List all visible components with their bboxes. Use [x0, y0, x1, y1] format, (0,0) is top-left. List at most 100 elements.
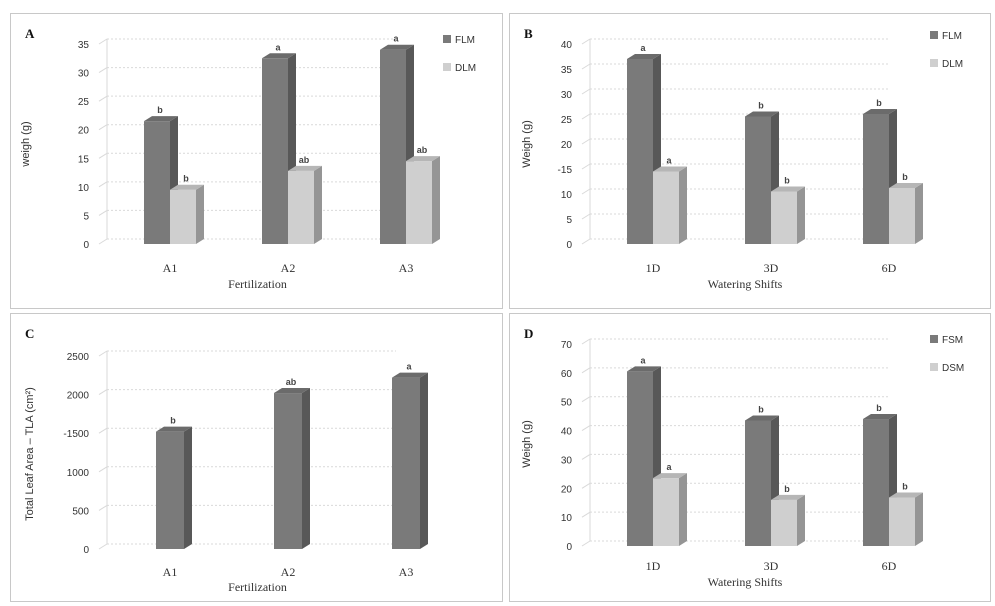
- bar-top: [653, 473, 687, 479]
- bar-top: [889, 492, 923, 498]
- panel-c: C 0 500 1000 -1500 2000 2500 Total Leaf Area – …: [10, 313, 503, 602]
- gridline-slant: [98, 181, 108, 188]
- bar-top: [144, 116, 178, 122]
- bar-side: [797, 494, 805, 546]
- x-category-label: 1D: [646, 559, 661, 573]
- gridline-slant: [98, 38, 108, 45]
- significance-label: b: [758, 404, 764, 414]
- y-axis-label: Total Leaf Area – TLA (cm²): [24, 387, 36, 521]
- bar-value: [156, 431, 184, 549]
- gridline-slant: [98, 152, 108, 159]
- gridline-slant: [98, 466, 108, 473]
- panel-letter: B: [524, 26, 533, 41]
- significance-label: ab: [286, 377, 297, 387]
- y-tick-label: 20: [78, 126, 90, 137]
- y-tick-label: 10: [561, 513, 573, 524]
- chart-d: D 0 10 20 30 40 50 60 70 Weigh (g) a a 1D b b 3D b b 6D Wat…: [521, 326, 964, 589]
- y-tick-label: 70: [561, 340, 573, 351]
- bar-flm: [380, 49, 406, 244]
- gridline-slant: [98, 427, 108, 434]
- bar-side: [432, 156, 440, 244]
- significance-label: ab: [417, 145, 428, 155]
- y-tick-label: -15: [558, 165, 573, 176]
- bar-flm: [863, 114, 889, 244]
- y-tick-label: 60: [561, 369, 573, 380]
- chart-c: C 0 500 1000 -1500 2000 2500 Total Leaf Area – …: [24, 326, 428, 594]
- gridline-slant: [581, 63, 591, 70]
- significance-label: b: [902, 172, 908, 182]
- y-tick-label: 0: [566, 542, 572, 553]
- gridline-slant: [98, 67, 108, 73]
- legend-swatch-dlm: [443, 63, 451, 71]
- bar-dlm: [889, 188, 915, 244]
- significance-label: b: [902, 482, 908, 492]
- y-tick-label: 30: [78, 69, 90, 80]
- y-tick-label: 1000: [67, 468, 90, 479]
- x-category-label: A2: [281, 565, 296, 579]
- bar-top: [627, 366, 661, 372]
- significance-label: b: [876, 98, 882, 108]
- x-axis-label: Fertilization: [228, 580, 287, 594]
- y-tick-label: 30: [561, 90, 573, 101]
- legend-swatch-flm: [930, 31, 938, 39]
- legend-swatch-flm: [443, 35, 451, 43]
- y-tick-label: 35: [561, 65, 573, 76]
- significance-label: b: [183, 174, 189, 184]
- y-tick-label: 40: [561, 427, 573, 438]
- legend-swatch-fsm: [930, 335, 938, 343]
- bar-dlm: [288, 170, 314, 244]
- y-tick-label: 25: [561, 115, 573, 126]
- bar-top: [863, 109, 897, 114]
- bar-dlm: [406, 161, 432, 244]
- bar-side: [915, 183, 923, 244]
- legend-label-flm: FLM: [455, 35, 475, 46]
- panel-d: D 0 10 20 30 40 50 60 70 Weigh (g) a a 1D b b 3D b b 6D Wat…: [509, 313, 991, 602]
- legend-label-dsm: DSM: [942, 363, 964, 374]
- y-axis-label: Weigh (g): [521, 120, 533, 167]
- y-tick-label: 5: [83, 211, 89, 222]
- x-axis-label: Fertilization: [228, 277, 287, 291]
- gridline-slant: [581, 213, 591, 220]
- x-category-label: A1: [163, 565, 178, 579]
- gridline-slant: [581, 163, 591, 170]
- significance-label: b: [784, 484, 790, 494]
- bar-side: [302, 388, 310, 549]
- x-category-label: A1: [163, 261, 178, 275]
- y-tick-label: -1500: [63, 429, 89, 440]
- y-tick-label: 50: [561, 398, 573, 409]
- bar-side: [797, 186, 805, 244]
- gridline-slant: [98, 504, 108, 511]
- legend-label-fsm: FSM: [942, 335, 963, 346]
- gridline-slant: [581, 188, 591, 195]
- bar-side: [679, 473, 687, 546]
- bar-top: [392, 372, 428, 378]
- gridline-slant: [581, 138, 591, 145]
- bar-dlm: [170, 189, 196, 244]
- bar-fsm: [745, 420, 771, 546]
- gridline-slant: [98, 124, 108, 131]
- x-axis-label: Watering Shifts: [708, 277, 783, 291]
- bar-side: [314, 165, 322, 244]
- significance-label: b: [170, 416, 176, 426]
- bar-top: [288, 165, 322, 171]
- bar-top: [627, 54, 661, 59]
- x-category-label: 6D: [882, 261, 897, 275]
- bar-top: [170, 184, 204, 190]
- y-tick-label: 0: [566, 240, 572, 251]
- legend-label-dlm: DLM: [942, 59, 963, 70]
- bar-flm: [144, 121, 170, 244]
- gridline-slant: [581, 338, 591, 345]
- x-category-label: 3D: [764, 261, 779, 275]
- legend-label-flm: FLM: [942, 31, 962, 42]
- bar-dlm: [771, 191, 797, 244]
- bar-top: [380, 44, 414, 50]
- y-tick-label: 25: [78, 97, 90, 108]
- x-category-label: A2: [281, 261, 296, 275]
- significance-label: b: [157, 105, 163, 115]
- x-category-label: A3: [399, 565, 414, 579]
- panel-letter: A: [25, 26, 35, 41]
- gridline-slant: [581, 238, 591, 245]
- significance-label: a: [406, 362, 412, 372]
- y-tick-label: 0: [83, 240, 89, 251]
- bar-flm: [262, 58, 288, 245]
